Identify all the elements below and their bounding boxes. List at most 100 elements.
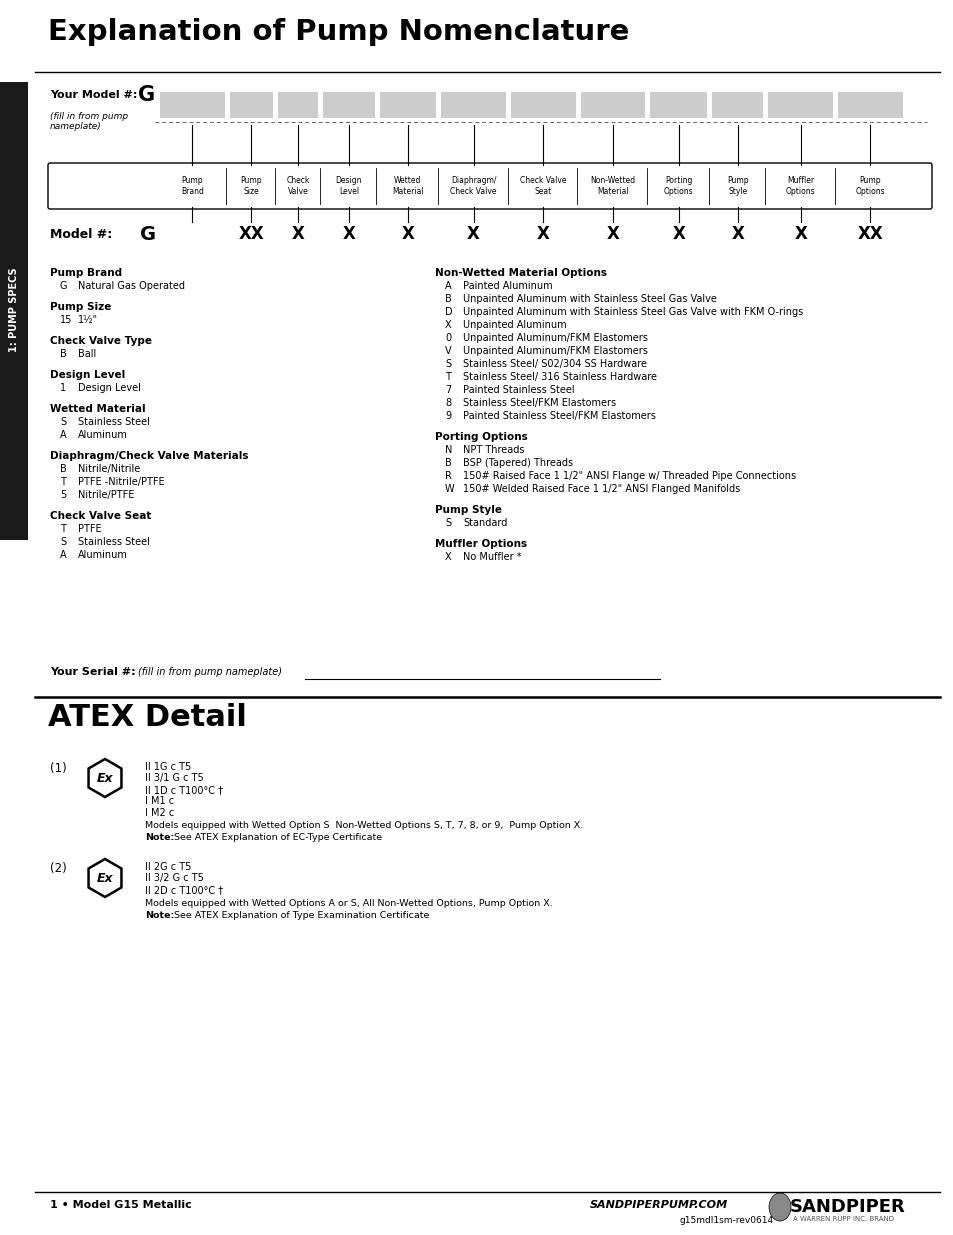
Text: R: R bbox=[444, 471, 452, 480]
Text: Check
Valve: Check Valve bbox=[286, 175, 310, 196]
Bar bbox=[837, 91, 902, 119]
FancyBboxPatch shape bbox=[48, 163, 931, 209]
Text: B: B bbox=[60, 350, 67, 359]
Text: I M1 c: I M1 c bbox=[145, 797, 174, 806]
Text: XX: XX bbox=[857, 225, 882, 243]
Text: Unpainted Aluminum/FKM Elastomers: Unpainted Aluminum/FKM Elastomers bbox=[462, 346, 647, 356]
Text: Unpainted Aluminum/FKM Elastomers: Unpainted Aluminum/FKM Elastomers bbox=[462, 333, 647, 343]
Bar bbox=[441, 91, 505, 119]
Text: Models equipped with Wetted Option S  Non-Wetted Options S, T, 7, 8, or 9,  Pump: Models equipped with Wetted Option S Non… bbox=[145, 821, 582, 830]
Text: (1): (1) bbox=[50, 762, 67, 776]
Text: Your Serial #:: Your Serial #: bbox=[50, 667, 135, 677]
Text: Painted Stainless Steel: Painted Stainless Steel bbox=[462, 385, 574, 395]
Text: S: S bbox=[60, 417, 66, 427]
Text: X: X bbox=[467, 225, 479, 243]
Text: X: X bbox=[292, 225, 304, 243]
Text: B: B bbox=[444, 458, 452, 468]
Bar bbox=[767, 91, 832, 119]
Text: Muffler
Options: Muffler Options bbox=[785, 175, 815, 196]
Text: Pump
Style: Pump Style bbox=[726, 175, 748, 196]
Text: S: S bbox=[444, 359, 451, 369]
Text: Wetted
Material: Wetted Material bbox=[392, 175, 423, 196]
Ellipse shape bbox=[768, 1193, 790, 1221]
Text: (2): (2) bbox=[50, 862, 67, 876]
Text: Standard: Standard bbox=[462, 517, 507, 529]
Text: S: S bbox=[60, 537, 66, 547]
Text: II 3/2 G c T5: II 3/2 G c T5 bbox=[145, 873, 204, 883]
Text: 5: 5 bbox=[60, 490, 66, 500]
Text: Models equipped with Wetted Options A or S, All Non-Wetted Options, Pump Option : Models equipped with Wetted Options A or… bbox=[145, 899, 552, 908]
Text: Design
Level: Design Level bbox=[335, 175, 362, 196]
Text: Unpainted Aluminum with Stainless Steel Gas Valve with FKM O-rings: Unpainted Aluminum with Stainless Steel … bbox=[462, 308, 802, 317]
Bar bbox=[511, 91, 575, 119]
Text: PTFE -Nitrile/PTFE: PTFE -Nitrile/PTFE bbox=[78, 477, 165, 487]
Text: Stainless Steel/ 316 Stainless Hardware: Stainless Steel/ 316 Stainless Hardware bbox=[462, 372, 657, 382]
Bar bbox=[379, 91, 436, 119]
Text: g15mdl1sm-rev0614: g15mdl1sm-rev0614 bbox=[679, 1216, 773, 1225]
Text: (fill in from pump
nameplate): (fill in from pump nameplate) bbox=[50, 112, 128, 131]
Text: T: T bbox=[60, 477, 66, 487]
Text: Ex: Ex bbox=[96, 872, 113, 884]
Text: A: A bbox=[60, 430, 67, 440]
Text: BSP (Tapered) Threads: BSP (Tapered) Threads bbox=[462, 458, 573, 468]
Text: X: X bbox=[606, 225, 618, 243]
Text: W: W bbox=[444, 484, 455, 494]
Text: 150# Welded Raised Face 1 1/2" ANSI Flanged Manifolds: 150# Welded Raised Face 1 1/2" ANSI Flan… bbox=[462, 484, 740, 494]
Text: Ex: Ex bbox=[96, 772, 113, 784]
Text: Nitrile/Nitrile: Nitrile/Nitrile bbox=[78, 464, 140, 474]
Text: SANDPIPER: SANDPIPER bbox=[789, 1198, 904, 1216]
Text: 7: 7 bbox=[444, 385, 451, 395]
Text: Check Valve Type: Check Valve Type bbox=[50, 336, 152, 346]
Text: Porting Options: Porting Options bbox=[435, 432, 527, 442]
Text: Stainless Steel: Stainless Steel bbox=[78, 537, 150, 547]
Text: II 1D c T100°C †: II 1D c T100°C † bbox=[145, 785, 223, 795]
Text: G: G bbox=[60, 282, 68, 291]
Text: 150# Raised Face 1 1/2" ANSI Flange w/ Threaded Pipe Connections: 150# Raised Face 1 1/2" ANSI Flange w/ T… bbox=[462, 471, 796, 480]
Text: X: X bbox=[444, 320, 451, 330]
Text: 9: 9 bbox=[444, 411, 451, 421]
Text: Model #:: Model #: bbox=[50, 227, 112, 241]
Text: II 2G c T5: II 2G c T5 bbox=[145, 862, 192, 872]
Text: Your Model #:: Your Model #: bbox=[50, 90, 137, 100]
Text: Muffler Options: Muffler Options bbox=[435, 538, 527, 550]
Text: Aluminum: Aluminum bbox=[78, 430, 128, 440]
Bar bbox=[277, 91, 318, 119]
Text: Explanation of Pump Nomenclature: Explanation of Pump Nomenclature bbox=[48, 19, 629, 46]
Text: Painted Aluminum: Painted Aluminum bbox=[462, 282, 552, 291]
Text: X: X bbox=[731, 225, 743, 243]
Text: See ATEX Explanation of EC-Type Certificate: See ATEX Explanation of EC-Type Certific… bbox=[171, 834, 382, 842]
Text: X: X bbox=[401, 225, 414, 243]
Text: X: X bbox=[794, 225, 806, 243]
Text: 1: PUMP SPECS: 1: PUMP SPECS bbox=[9, 268, 19, 352]
Text: Unpainted Aluminum with Stainless Steel Gas Valve: Unpainted Aluminum with Stainless Steel … bbox=[462, 294, 716, 304]
Text: Stainless Steel: Stainless Steel bbox=[78, 417, 150, 427]
Text: Porting
Options: Porting Options bbox=[663, 175, 693, 196]
Text: Natural Gas Operated: Natural Gas Operated bbox=[78, 282, 185, 291]
Text: Stainless Steel/FKM Elastomers: Stainless Steel/FKM Elastomers bbox=[462, 398, 616, 408]
Text: Ball: Ball bbox=[78, 350, 96, 359]
Text: 1 • Model G15 Metallic: 1 • Model G15 Metallic bbox=[50, 1200, 192, 1210]
Text: X: X bbox=[672, 225, 684, 243]
Text: S: S bbox=[444, 517, 451, 529]
Text: X: X bbox=[537, 225, 549, 243]
Text: Pump Brand: Pump Brand bbox=[50, 268, 122, 278]
Bar bbox=[650, 91, 706, 119]
Text: 15: 15 bbox=[60, 315, 72, 325]
Text: Pump Style: Pump Style bbox=[435, 505, 501, 515]
Text: Note:: Note: bbox=[145, 834, 174, 842]
Text: Stainless Steel/ S02/304 SS Hardware: Stainless Steel/ S02/304 SS Hardware bbox=[462, 359, 646, 369]
Text: Diaphragm/
Check Valve: Diaphragm/ Check Valve bbox=[450, 175, 497, 196]
Text: II 3/1 G c T5: II 3/1 G c T5 bbox=[145, 773, 204, 783]
Text: Nitrile/PTFE: Nitrile/PTFE bbox=[78, 490, 134, 500]
Bar bbox=[0, 82, 28, 540]
Text: V: V bbox=[444, 346, 451, 356]
Text: 8: 8 bbox=[444, 398, 451, 408]
Text: I M2 c: I M2 c bbox=[145, 808, 174, 818]
Text: 0: 0 bbox=[444, 333, 451, 343]
Text: A WARREN RUPP INC. BRAND: A WARREN RUPP INC. BRAND bbox=[792, 1216, 893, 1221]
Text: X: X bbox=[444, 552, 451, 562]
Text: Pump Size: Pump Size bbox=[50, 303, 112, 312]
Text: A: A bbox=[60, 550, 67, 559]
Text: Pump
Brand: Pump Brand bbox=[181, 175, 204, 196]
Text: Design Level: Design Level bbox=[50, 370, 125, 380]
